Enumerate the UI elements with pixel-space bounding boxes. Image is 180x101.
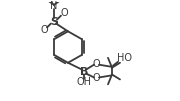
Text: O: O	[92, 59, 100, 69]
Text: S: S	[50, 17, 58, 27]
Text: OH: OH	[76, 77, 91, 87]
Text: O: O	[92, 73, 100, 83]
Text: O: O	[60, 8, 68, 18]
Text: HO: HO	[116, 53, 132, 63]
Text: N: N	[50, 1, 58, 11]
Text: O: O	[40, 25, 48, 35]
Text: B: B	[80, 67, 88, 77]
